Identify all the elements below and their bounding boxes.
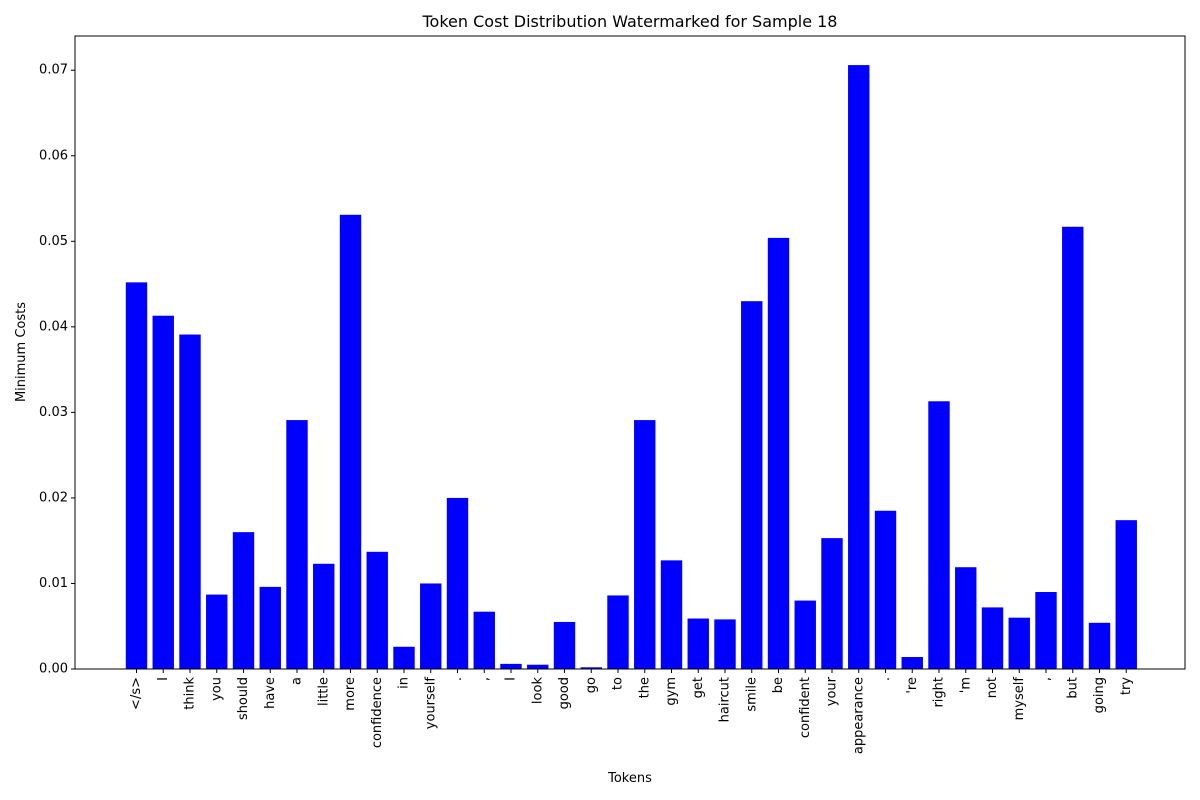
y-tick-label: 0.01 <box>39 576 68 591</box>
x-tick-label: confident <box>798 677 813 738</box>
bar <box>393 646 415 669</box>
bar <box>1008 617 1030 669</box>
x-tick-label: 'm <box>958 677 973 693</box>
bar <box>607 595 629 669</box>
bar <box>339 214 362 669</box>
bar <box>259 586 281 669</box>
bar <box>821 538 843 669</box>
x-tick-label: haircut <box>718 677 733 722</box>
x-tick-label: in <box>397 677 412 689</box>
x-tick-label: good <box>557 677 572 709</box>
bar <box>473 611 495 669</box>
x-tick-label: get <box>691 677 706 698</box>
x-tick-label: little <box>316 677 331 706</box>
x-tick-label: to <box>611 677 626 690</box>
y-tick-label: 0.04 <box>39 319 68 334</box>
x-tick-label: think <box>183 677 198 710</box>
x-tick-label: more <box>343 677 358 711</box>
x-tick-label: have <box>263 677 278 709</box>
x-tick-label: but <box>1065 677 1080 699</box>
bar <box>206 594 228 669</box>
y-axis-label: Minimum Costs <box>14 302 29 402</box>
x-tick-label: be <box>771 677 786 693</box>
bar <box>420 583 442 669</box>
x-tick-label: right <box>932 677 947 708</box>
x-tick-label: your <box>825 676 840 706</box>
bar <box>714 619 736 669</box>
bar <box>179 334 201 669</box>
chart-title: Token Cost Distribution Watermarked for … <box>422 12 838 31</box>
bar <box>152 315 174 669</box>
plot-frame <box>74 35 1186 670</box>
bar <box>741 301 763 669</box>
bar <box>794 600 816 669</box>
x-tick-label: confidence <box>370 677 385 748</box>
bar <box>634 420 656 669</box>
x-tick-label: , <box>477 677 492 681</box>
x-tick-label: , <box>1039 677 1054 681</box>
y-tick-label: 0.03 <box>39 405 68 420</box>
x-tick-label: appearance <box>851 677 866 754</box>
bar <box>874 510 897 669</box>
bar <box>687 618 709 669</box>
bar <box>580 667 602 669</box>
bar <box>1035 592 1057 669</box>
bar <box>1088 622 1111 669</box>
y-tick-label: 0.06 <box>39 148 68 163</box>
y-tick-label: 0.05 <box>39 234 68 249</box>
y-tick-label: 0.07 <box>39 63 68 78</box>
bar <box>527 664 549 669</box>
bar <box>1062 226 1084 669</box>
x-tick-label: yourself <box>423 677 438 730</box>
x-tick-label: smile <box>744 677 759 712</box>
bar <box>500 663 522 669</box>
bar <box>366 551 388 669</box>
bar <box>232 532 255 669</box>
x-tick-label: a <box>290 677 305 685</box>
x-tick-label: look <box>530 677 545 705</box>
bars-group <box>125 65 1137 669</box>
bar <box>901 657 923 669</box>
x-axis-label: Tokens <box>607 771 652 786</box>
bar <box>313 563 335 669</box>
bar <box>955 567 977 669</box>
x-tick-label: the <box>637 677 652 698</box>
x-tick-label: </s> <box>129 677 144 710</box>
x-tick-label: 're <box>905 677 920 694</box>
bar <box>767 237 790 669</box>
x-tick-label: . <box>878 677 893 681</box>
y-tick-label: 0.02 <box>39 490 68 505</box>
x-tick-label: go <box>584 677 599 693</box>
bar <box>553 621 576 669</box>
x-tick-label: try <box>1119 677 1134 695</box>
y-tick-label: 0.00 <box>39 662 68 677</box>
x-tick-label: . <box>450 677 465 681</box>
bar <box>848 65 870 669</box>
bar <box>928 401 950 669</box>
x-tick-label: should <box>236 677 251 720</box>
x-tick-label: going <box>1092 677 1107 713</box>
bar <box>1115 520 1137 669</box>
x-tick-label: gym <box>664 677 679 706</box>
x-tick-label: not <box>985 677 1000 698</box>
bar <box>981 607 1004 669</box>
bar <box>125 282 148 669</box>
x-tick-label: you <box>209 677 224 701</box>
x-tick-label: I <box>156 677 171 681</box>
bar <box>660 560 683 669</box>
x-tick-label: I <box>504 677 519 681</box>
y-axis: 0.00 0.01 0.02 0.03 0.04 0.05 0.06 0.07 <box>39 63 75 677</box>
bar <box>446 497 469 669</box>
x-tick-label: myself <box>1012 677 1027 721</box>
bar <box>286 420 308 669</box>
